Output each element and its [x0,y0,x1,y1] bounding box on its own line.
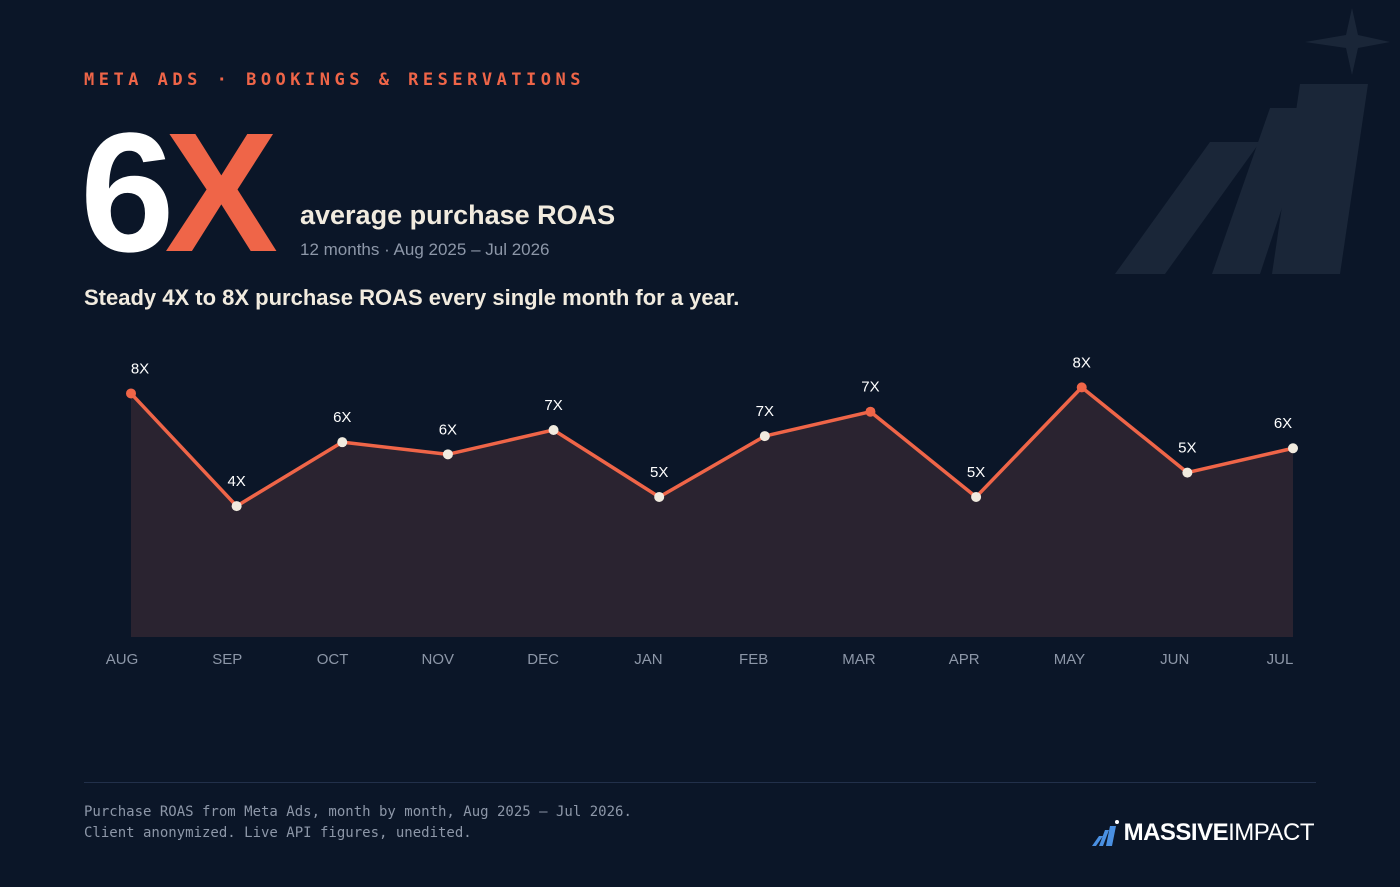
note-line: Purchase ROAS from Meta Ads, month by mo… [84,804,632,820]
headline: 6X [80,108,278,278]
point [337,437,348,448]
headline-caption: average purchase ROAS [300,200,616,230]
value-label: 6X [439,421,457,438]
value-label: 6X [1274,415,1292,432]
eyebrow: META ADS · BOOKINGS & RESERVATIONS [84,70,585,90]
decoration [1115,8,1390,274]
point [548,424,559,435]
point [1076,382,1087,393]
area [131,387,1293,637]
x-tick-label: OCT [317,651,349,668]
brand-light: IMPACT [1228,819,1314,846]
value-label: 8X [131,360,149,377]
headline-number: 6 [80,98,174,288]
x-tick-label: FEB [739,651,768,668]
value-label: 5X [1178,440,1196,457]
note-line: Client anonymized. Live API figures, une… [84,825,472,841]
value-label: 8X [1073,354,1091,371]
point [442,449,453,460]
brand: MASSIVE IMPACT [1090,818,1314,848]
footnote: Purchase ROAS from Meta Ads, month by mo… [84,802,632,844]
point [759,431,770,442]
summary: Steady 4X to 8X purchase ROAS every sing… [84,285,740,310]
x-tick-label: SEP [212,651,242,668]
point [865,406,876,417]
value-label: 6X [333,409,351,426]
chart: 8X 4X 6X 6X 7X 5X 7X 7X 5X 8X 5X 6X AUG SEP OCT NOV DEC J… [106,354,1298,668]
point [654,491,665,502]
headline-unit: X [164,98,278,288]
divider [84,782,1316,783]
value-label: 5X [967,464,985,481]
x-tick-label: DEC [527,651,559,668]
value-label: 5X [650,464,668,481]
x-tick-label: NOV [422,651,455,668]
x-tick-label: JUN [1160,651,1189,668]
value-label: 7X [544,397,562,414]
point [126,388,136,399]
point [231,501,242,512]
x-tick-label: AUG [106,651,139,668]
line [129,385,1294,508]
x-tick-label: JUL [1267,651,1294,668]
value-label: 7X [861,379,879,396]
x-tick-label: MAY [1054,651,1085,668]
brand-icon [1091,820,1119,846]
x-tick-label: MAR [842,651,876,668]
point [1182,467,1193,478]
x-tick-label: APR [949,651,980,668]
value-label: 4X [227,473,245,490]
point [971,491,982,502]
period: 12 months · Aug 2025 – Jul 2026 [300,240,550,259]
value-label: 7X [756,403,774,420]
x-tick-label: JAN [634,651,662,668]
brand-bold: MASSIVE [1123,819,1229,846]
point [1288,443,1298,454]
